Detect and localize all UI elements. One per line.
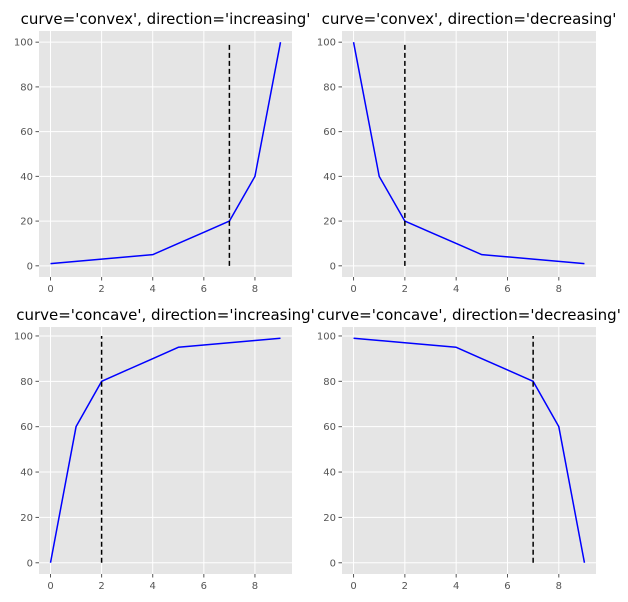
y-tick-label: 20 [20, 217, 33, 228]
x-tick-label: 4 [150, 581, 156, 592]
y-tick-label: 40 [20, 172, 33, 183]
x-tick-label: 8 [252, 581, 258, 592]
y-tick-label: 0 [330, 261, 336, 272]
x-tick-label: 0 [47, 284, 53, 295]
panel-title: curve='concave', direction='decreasing' [317, 306, 621, 324]
y-tick-label: 40 [323, 468, 336, 479]
plot-background [342, 31, 596, 277]
y-tick-label: 20 [323, 217, 336, 228]
y-tick-label: 40 [323, 172, 336, 183]
y-tick-label: 40 [20, 468, 33, 479]
y-tick-label: 0 [330, 558, 336, 569]
y-tick-label: 80 [20, 82, 33, 93]
x-tick-label: 8 [252, 284, 258, 295]
x-tick-label: 4 [453, 581, 459, 592]
y-tick-label: 100 [317, 38, 336, 49]
y-tick-label: 20 [20, 513, 33, 524]
y-tick-label: 100 [14, 331, 33, 342]
panel-title: curve='convex', direction='increasing' [21, 10, 311, 28]
y-tick-label: 20 [323, 513, 336, 524]
y-tick-label: 0 [27, 558, 33, 569]
x-tick-label: 2 [402, 581, 408, 592]
y-tick-label: 100 [317, 331, 336, 342]
x-tick-label: 4 [150, 284, 156, 295]
x-tick-label: 2 [98, 581, 104, 592]
panel-title: curve='concave', direction='increasing' [16, 306, 315, 324]
x-tick-label: 6 [201, 581, 207, 592]
series-line [49, 337, 281, 563]
y-tick-label: 80 [20, 377, 33, 388]
y-tick-label: 60 [20, 127, 33, 138]
y-tick-label: 100 [14, 38, 33, 49]
x-tick-label: 4 [453, 284, 459, 295]
y-tick-label: 80 [323, 377, 336, 388]
plot-background [39, 31, 292, 277]
x-tick-label: 8 [556, 284, 562, 295]
y-tick-label: 60 [323, 422, 336, 433]
plot-background [39, 327, 292, 574]
x-tick-label: 0 [350, 581, 356, 592]
x-tick-label: 8 [556, 581, 562, 592]
x-tick-label: 2 [402, 284, 408, 295]
y-tick-label: 0 [27, 261, 33, 272]
panel-title: curve='convex', direction='decreasing' [322, 10, 617, 28]
x-tick-label: 0 [350, 284, 356, 295]
x-tick-label: 2 [98, 284, 104, 295]
y-tick-label: 80 [323, 82, 336, 93]
series-line [352, 42, 585, 265]
x-tick-label: 6 [504, 284, 510, 295]
x-tick-label: 6 [504, 581, 510, 592]
series-line [353, 337, 586, 563]
x-tick-label: 0 [47, 581, 53, 592]
x-tick-label: 6 [201, 284, 207, 295]
y-tick-label: 60 [20, 422, 33, 433]
y-tick-label: 60 [323, 127, 336, 138]
series-line [50, 42, 282, 265]
plot-background [342, 327, 596, 574]
